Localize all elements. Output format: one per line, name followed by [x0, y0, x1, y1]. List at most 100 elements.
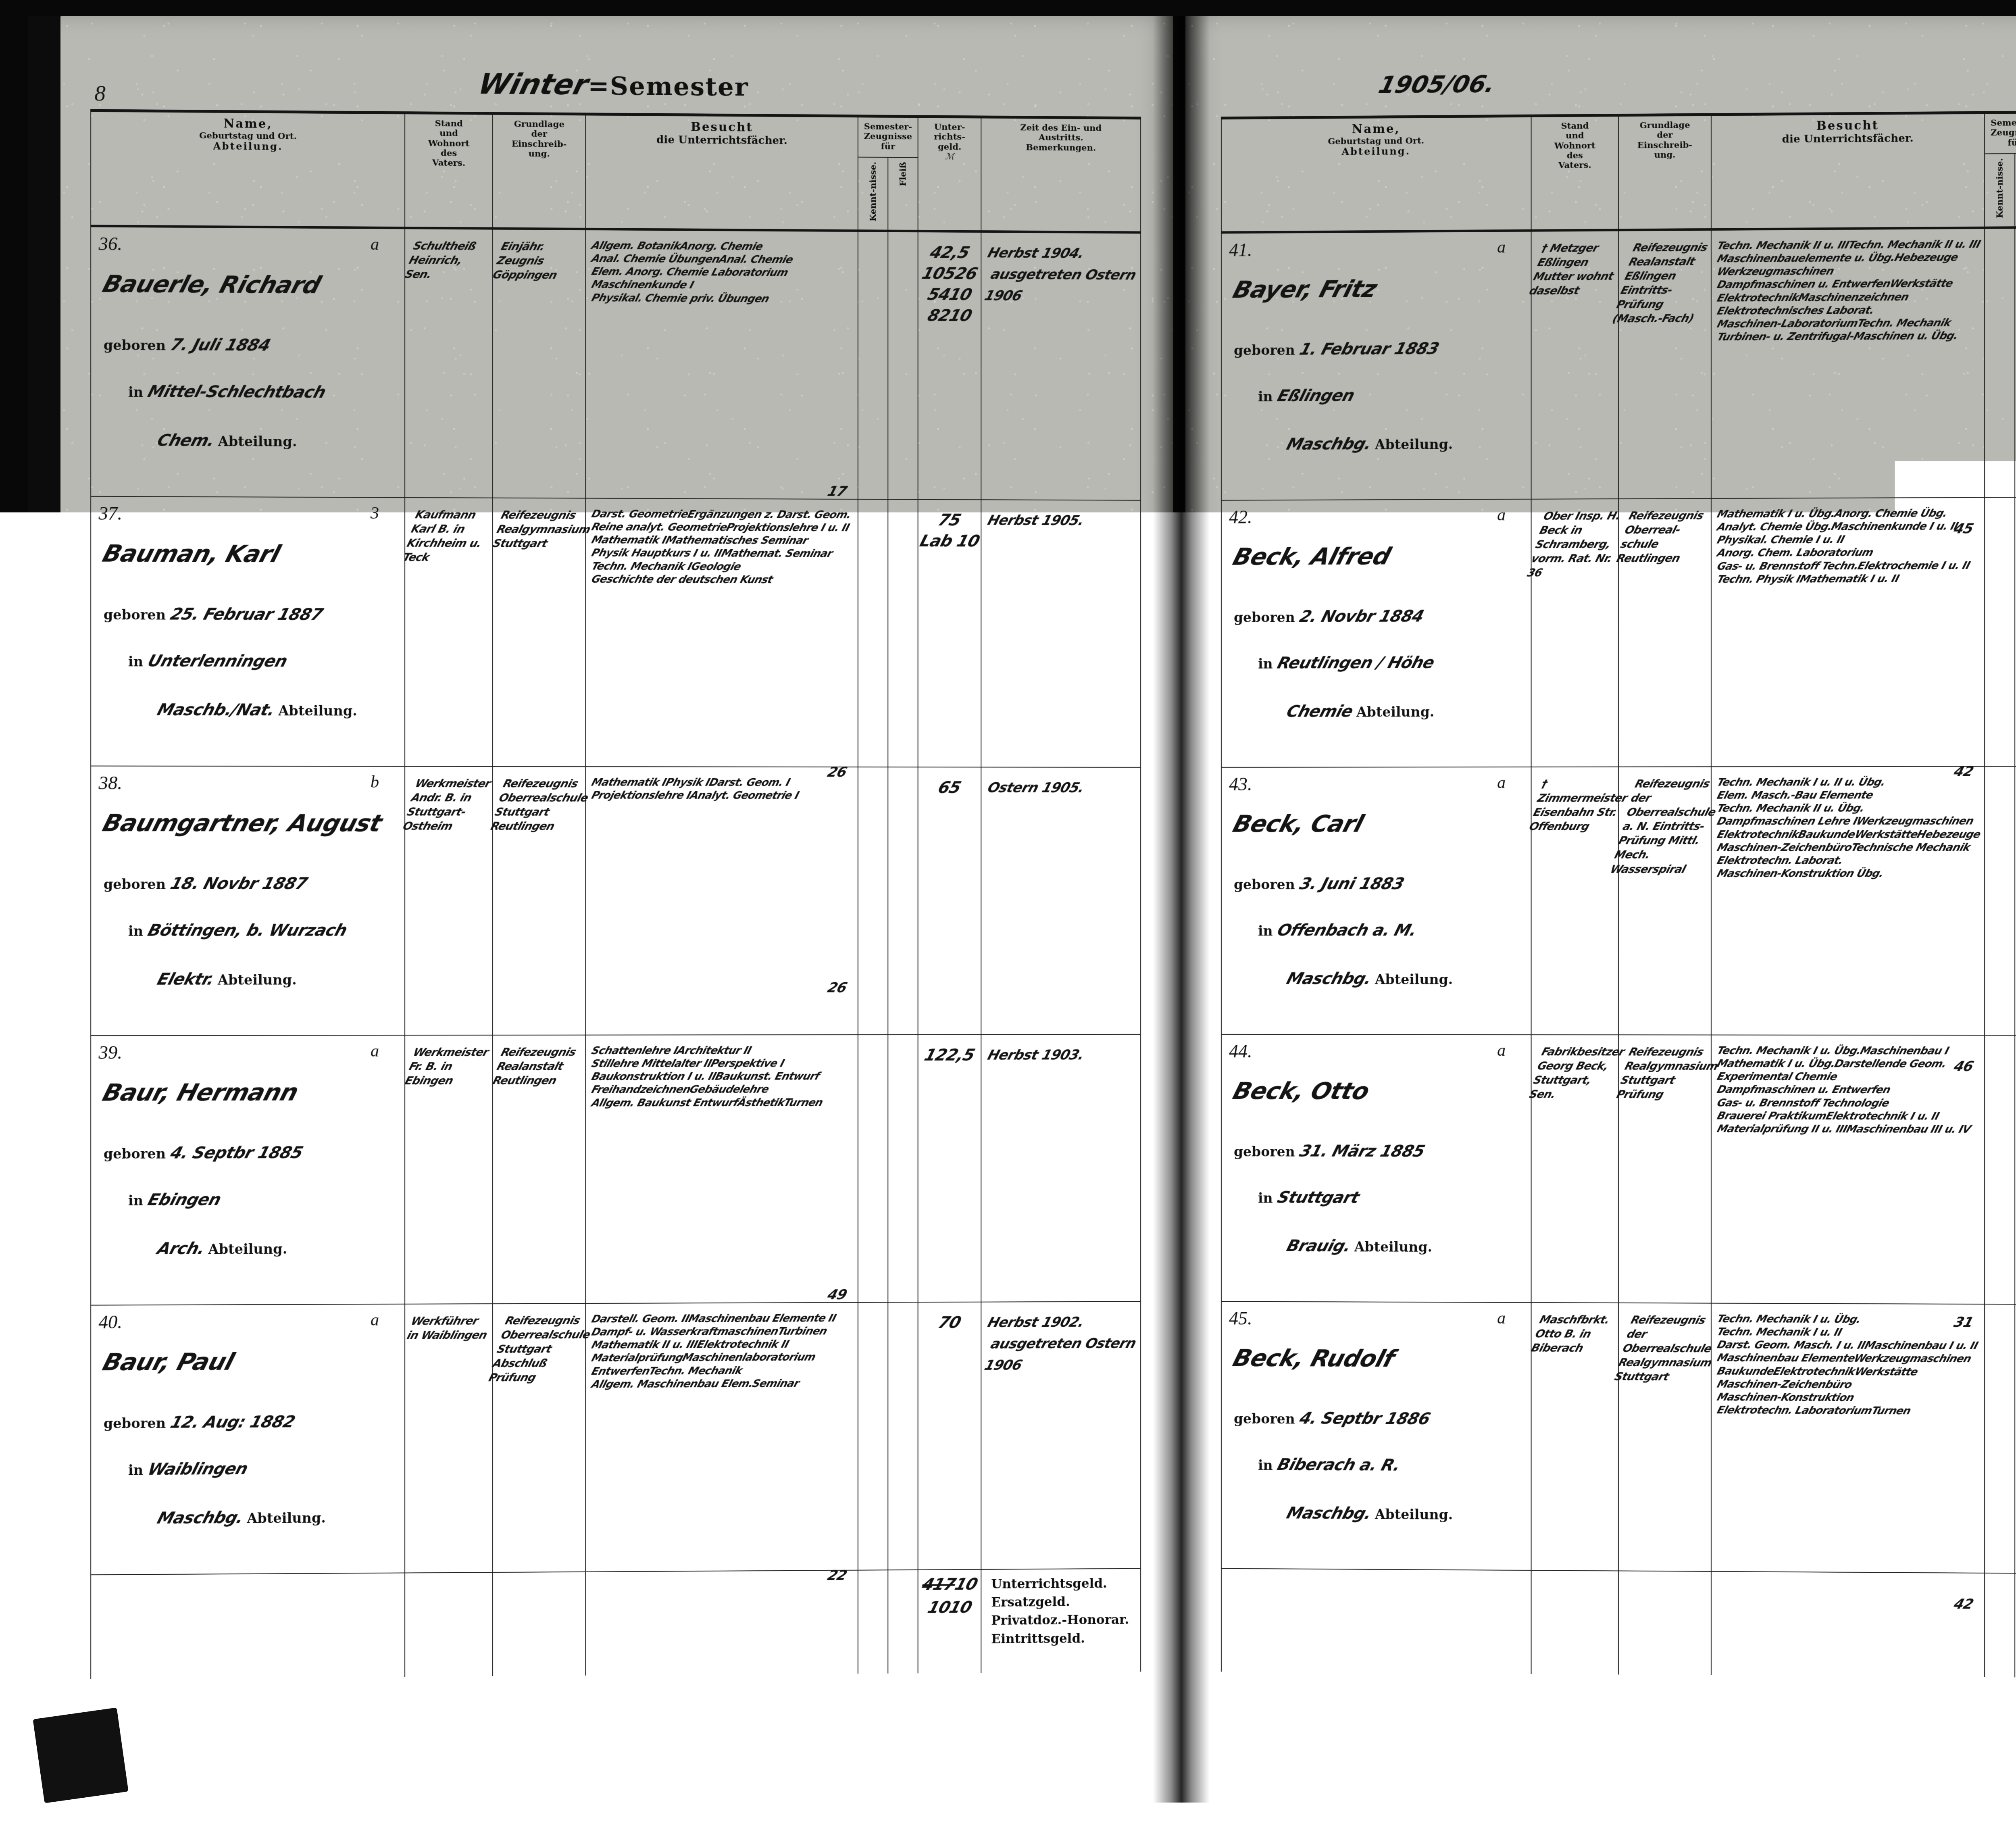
cell-father[interactable]: Fabrikbesitzer Georg Beck, Stuttgart, Se… [1531, 1035, 1619, 1303]
cell-subjects[interactable]: Darst. GeometrieErgänzungen z. Darst. Ge… [585, 498, 858, 767]
label-in: in [128, 384, 143, 400]
department: Maschb./Nat. [155, 700, 277, 719]
col-header-father: Stand und Wohnort des Vaters. [1531, 115, 1619, 231]
cell-basis[interactable]: Reifezeugnis der Oberrealschule Realgymn… [1618, 1303, 1711, 1571]
cell-fleiss[interactable] [888, 1302, 918, 1570]
table-row[interactable]: 43. a Beck, Carl geboren 3. Juni 1883 in Offen… [1221, 766, 2016, 1036]
cell-remarks[interactable]: Herbst 1905. [981, 500, 1141, 767]
col-header-certificates: Semester- Zeugnisse für [858, 116, 918, 158]
cell-father[interactable]: Maschfbrkt. Otto B. in Biberach [1531, 1303, 1619, 1571]
cell-father[interactable]: Werkführer in Waiblingen [405, 1304, 493, 1573]
cell-kenntnisse[interactable] [858, 1035, 888, 1303]
table-row[interactable]: 39. a Baur, Hermann geboren 4. Septbr 1885 in… [91, 1034, 1141, 1305]
table-row[interactable]: 44. a Beck, Otto geboren 31. März 1885 in Stut… [1221, 1034, 2016, 1305]
cell-kenntnisse[interactable] [858, 767, 888, 1035]
enrollment-basis: Reifezeugnis Realgymnasium Stuttgart [497, 508, 583, 551]
register-body-right: 41. a Bayer, Fritz geboren 1. Februar 1883 in… [1221, 226, 2016, 1679]
cell-kenntnisse[interactable] [1985, 1304, 2015, 1573]
cell-father[interactable]: Schultheiß Heinrich, Sen. [405, 228, 493, 498]
cell-remarks[interactable]: Herbst 1902.ausgetreten Ostern 1906 [981, 1301, 1141, 1569]
cell-fleiss[interactable] [888, 1034, 918, 1302]
attended-subjects: Techn. Mechanik I u. Übg.Maschinenbau IM… [1717, 1044, 1981, 1136]
cell-father[interactable]: † Metzger Eßlingen Mutter wohnt daselbst [1531, 230, 1619, 499]
cell-remarks[interactable]: Ostern 1905. [981, 767, 1141, 1034]
cell-name[interactable]: 43. a Beck, Carl geboren 3. Juni 1883 in Offen… [1221, 767, 1531, 1035]
cell-kenntnisse[interactable] [1985, 1035, 2015, 1304]
cell-father[interactable]: Ober Insp. H. Beck in Schramberg, vorm. … [1531, 499, 1619, 767]
cell-kenntnisse[interactable] [1985, 497, 2015, 766]
cell-subjects[interactable]: Techn. Mechanik I u. Übg.Maschinenbau IM… [1711, 1035, 1985, 1304]
cell-basis[interactable]: Reifezeugnis Realgymnasium Stuttgart Prü… [1618, 1035, 1711, 1303]
cell-fleiss[interactable] [888, 499, 918, 767]
cell-name[interactable]: 38. b Baumgartner, August geboren 18. Novbr … [91, 766, 405, 1036]
table-row[interactable]: 36. a Bauerle, Richard geboren 7. Juli 1884 i… [91, 226, 1141, 500]
cell-name[interactable]: 40. a Baur, Paul geboren 12. Aug: 1882 in Waib… [91, 1304, 405, 1575]
table-row[interactable]: 37. 3 Bauman, Karl geboren 25. Februar 1887 i… [91, 496, 1141, 767]
cell-name[interactable]: 44. a Beck, Otto geboren 31. März 1885 in Stut… [1221, 1034, 1531, 1303]
birth-place: Biberach a. R. [1275, 1455, 1402, 1475]
cell-subjects[interactable]: Allgem. BotanikAnorg. ChemieAnal. Chemie… [585, 229, 858, 499]
entry-number: 40. [99, 1311, 123, 1333]
cell-name[interactable]: 42. a Beck, Alfred geboren 2. Novbr 1884 in Re… [1221, 499, 1531, 767]
entry-exit-remarks: Herbst 1902.ausgetreten Ostern 1906 [988, 1311, 1137, 1377]
student-name: Baur, Hermann [100, 1078, 302, 1106]
table-row[interactable]: 38. b Baumgartner, August geboren 18. Novbr … [91, 766, 1141, 1036]
table-row[interactable]: 45. a Beck, Rudolf geboren 4. Septbr 1886 in B… [1221, 1301, 2016, 1575]
cell-subjects[interactable]: Schattenlehre IArchitektur IIStillehre M… [585, 1035, 858, 1303]
entry-number: 45. [1229, 1307, 1252, 1329]
department: Chemie [1285, 702, 1355, 721]
totals-blank-basis [493, 1572, 585, 1676]
cell-fee[interactable]: 75Lab 10 [918, 499, 981, 767]
cell-subjects[interactable]: Darstell. Geom. IIMaschinenbau Elemente … [585, 1303, 858, 1572]
cell-basis[interactable]: Reifezeugnis Realanstalt Reutlingen [493, 1035, 585, 1303]
department: Maschbg. [155, 1508, 246, 1528]
label-in: in [1258, 656, 1273, 671]
cell-name[interactable]: 45. a Beck, Rudolf geboren 4. Septbr 1886 in B… [1221, 1301, 1531, 1570]
cell-fleiss[interactable] [888, 767, 918, 1035]
cell-basis[interactable]: Reifezeugnis Oberreal- schule Reutlingen [1618, 498, 1711, 767]
cell-basis[interactable]: Reifezeugnis Realgymnasium Stuttgart [493, 498, 585, 766]
cell-name[interactable]: 41. a Bayer, Fritz geboren 1. Februar 1883 in… [1221, 230, 1531, 500]
attended-subjects: Allgem. BotanikAnorg. ChemieAnal. Chemie… [591, 239, 854, 306]
table-row[interactable]: 42. a Beck, Alfred geboren 2. Novbr 1884 in Re… [1221, 496, 2016, 767]
cell-fleiss[interactable] [888, 231, 918, 499]
cell-fee[interactable]: 70 [918, 1302, 981, 1569]
table-row[interactable]: 40. a Baur, Paul geboren 12. Aug: 1882 in Waib… [91, 1301, 1141, 1575]
cell-father[interactable]: † Zimmermeister Eisenbahn Str. Offenburg [1531, 767, 1619, 1035]
cell-fee[interactable]: 65 [918, 767, 981, 1035]
cell-kenntnisse[interactable] [858, 231, 888, 499]
cell-basis[interactable]: Einjähr. Zeugnis Göppingen [493, 228, 585, 498]
cell-name[interactable]: 37. 3 Bauman, Karl geboren 25. Februar 1887 i… [91, 496, 405, 767]
cell-father[interactable]: Kaufmann Karl B. in Kirchheim u. Teck [405, 498, 493, 767]
cell-subjects[interactable]: Mathematik I u. Übg.Anorg. Chemie Übg.An… [1711, 497, 1985, 767]
totals-blank-father [405, 1572, 493, 1677]
cell-remarks[interactable]: Herbst 1903. [981, 1034, 1141, 1302]
totals-row: 417101010 Unterrichtsgeld. Ersatzgeld. Priv… [91, 1568, 1141, 1679]
semester-year: 1905/06. [1376, 70, 1498, 98]
cell-kenntnisse[interactable] [1985, 227, 2015, 497]
cell-basis[interactable]: Reifezeugnis Oberrealschule Stuttgart Ab… [493, 1303, 585, 1572]
cell-subjects[interactable]: Techn. Mechanik I u. Übg.Techn. Mechanik… [1711, 1303, 1985, 1573]
cell-name[interactable]: 39. a Baur, Hermann geboren 4. Septbr 1885 in… [91, 1035, 405, 1305]
label-abteilung: Abteilung. [208, 1241, 287, 1257]
table-row[interactable]: 41. a Bayer, Fritz geboren 1. Februar 1883 in… [1221, 226, 2016, 500]
cell-subjects[interactable]: Mathematik IPhysik IDarst. Geom. IProjek… [585, 767, 858, 1035]
cell-name[interactable]: 36. a Bauerle, Richard geboren 7. Juli 1884 i… [91, 226, 405, 497]
totals-values: 417101010 [918, 1569, 981, 1674]
cell-remarks[interactable]: Herbst 1904.ausgetreten Ostern 1906 [981, 231, 1141, 500]
cell-kenntnisse[interactable] [858, 1302, 888, 1570]
tuition-fee: 122,5 [918, 1044, 981, 1065]
cell-basis[interactable]: Reifezeugnis der Oberrealschule a. N. Ei… [1618, 767, 1711, 1035]
cell-father[interactable]: Werkmeister Fr. B. in Ebingen [405, 1035, 493, 1304]
label-abteilung: Abteilung. [278, 703, 357, 719]
cell-kenntnisse[interactable] [1985, 766, 2015, 1035]
cell-basis[interactable]: Reifezeugnis Oberrealschule Stuttgart Re… [493, 767, 585, 1035]
cell-subjects[interactable]: Techn. Mechanik II u. IIITechn. Mechanik… [1711, 227, 1985, 498]
cell-subjects[interactable]: Techn. Mechanik I u. II u. Übg.Elem. Mas… [1711, 766, 1985, 1035]
birth-date: 1. Februar 1883 [1297, 339, 1441, 358]
cell-kenntnisse[interactable] [858, 499, 888, 767]
cell-father[interactable]: Werkmeister Andr. B. in Stuttgart-Osthei… [405, 766, 493, 1035]
cell-fee[interactable]: 42,51052654108210 [918, 231, 981, 500]
cell-fee[interactable]: 122,5 [918, 1034, 981, 1302]
cell-basis[interactable]: Reifezeugnis Realanstalt Eßlingen Eintri… [1618, 229, 1711, 499]
